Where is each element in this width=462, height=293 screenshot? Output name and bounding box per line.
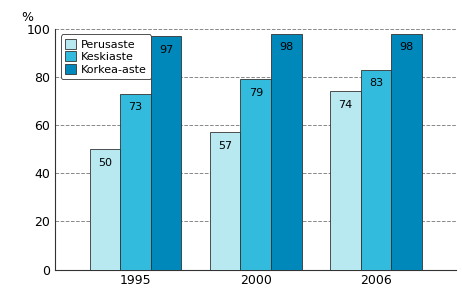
Bar — [151, 36, 182, 270]
Text: 98: 98 — [400, 42, 414, 52]
Legend: Perusaste, Keskiaste, Korkea-aste: Perusaste, Keskiaste, Korkea-aste — [61, 35, 151, 79]
Text: 57: 57 — [218, 141, 232, 151]
Text: 74: 74 — [338, 100, 353, 110]
Bar — [240, 79, 271, 270]
Bar — [361, 70, 391, 270]
Text: 79: 79 — [249, 88, 263, 98]
Bar — [120, 94, 151, 270]
Bar — [210, 132, 240, 270]
Bar — [391, 34, 422, 270]
Text: 98: 98 — [279, 42, 293, 52]
Text: %: % — [21, 11, 33, 24]
Text: 50: 50 — [98, 158, 112, 168]
Text: 83: 83 — [369, 78, 383, 88]
Bar — [271, 34, 302, 270]
Bar — [330, 91, 361, 270]
Bar — [90, 149, 120, 270]
Text: 97: 97 — [159, 45, 173, 54]
Text: 73: 73 — [128, 102, 143, 112]
